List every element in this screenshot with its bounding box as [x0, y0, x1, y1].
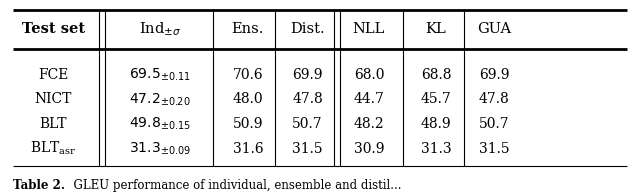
Text: NLL: NLL	[353, 22, 385, 36]
Text: $47.2_{\pm 0.20}$: $47.2_{\pm 0.20}$	[129, 91, 191, 108]
Text: Ind$_{\pm\sigma}$: Ind$_{\pm\sigma}$	[139, 20, 181, 38]
Text: Ens.: Ens.	[232, 22, 264, 36]
Text: $69.5_{\pm 0.11}$: $69.5_{\pm 0.11}$	[129, 67, 191, 83]
Text: 48.9: 48.9	[420, 117, 451, 131]
Text: 50.7: 50.7	[479, 117, 509, 131]
Text: $49.8_{\pm 0.15}$: $49.8_{\pm 0.15}$	[129, 116, 191, 132]
Text: Test set: Test set	[22, 22, 85, 36]
Text: 68.0: 68.0	[354, 68, 384, 82]
Text: KL: KL	[426, 22, 447, 36]
Text: 50.7: 50.7	[292, 117, 323, 131]
Text: 69.9: 69.9	[479, 68, 509, 82]
Text: 31.6: 31.6	[232, 142, 263, 156]
Text: Dist.: Dist.	[290, 22, 324, 36]
Text: Table 2.: Table 2.	[13, 179, 65, 192]
Text: 48.2: 48.2	[354, 117, 384, 131]
Text: 47.8: 47.8	[479, 92, 509, 106]
Text: 44.7: 44.7	[353, 92, 385, 106]
Text: 69.9: 69.9	[292, 68, 323, 82]
Text: BLT: BLT	[40, 117, 67, 131]
Text: 45.7: 45.7	[420, 92, 451, 106]
Text: 31.5: 31.5	[292, 142, 323, 156]
Text: 50.9: 50.9	[232, 117, 263, 131]
Text: 31.3: 31.3	[420, 142, 451, 156]
Text: 70.6: 70.6	[232, 68, 263, 82]
Text: 47.8: 47.8	[292, 92, 323, 106]
Text: GUA: GUA	[477, 22, 511, 36]
Text: FCE: FCE	[38, 68, 68, 82]
Text: GLEU performance of individual, ensemble and distil...: GLEU performance of individual, ensemble…	[66, 179, 401, 192]
Text: 30.9: 30.9	[354, 142, 384, 156]
Text: 31.5: 31.5	[479, 142, 509, 156]
Text: $31.3_{\pm 0.09}$: $31.3_{\pm 0.09}$	[129, 140, 191, 157]
Text: BLT$_{\mathregular{asr}}$: BLT$_{\mathregular{asr}}$	[30, 140, 77, 157]
Text: 48.0: 48.0	[232, 92, 263, 106]
Text: 68.8: 68.8	[420, 68, 451, 82]
Text: NICT: NICT	[35, 92, 72, 106]
